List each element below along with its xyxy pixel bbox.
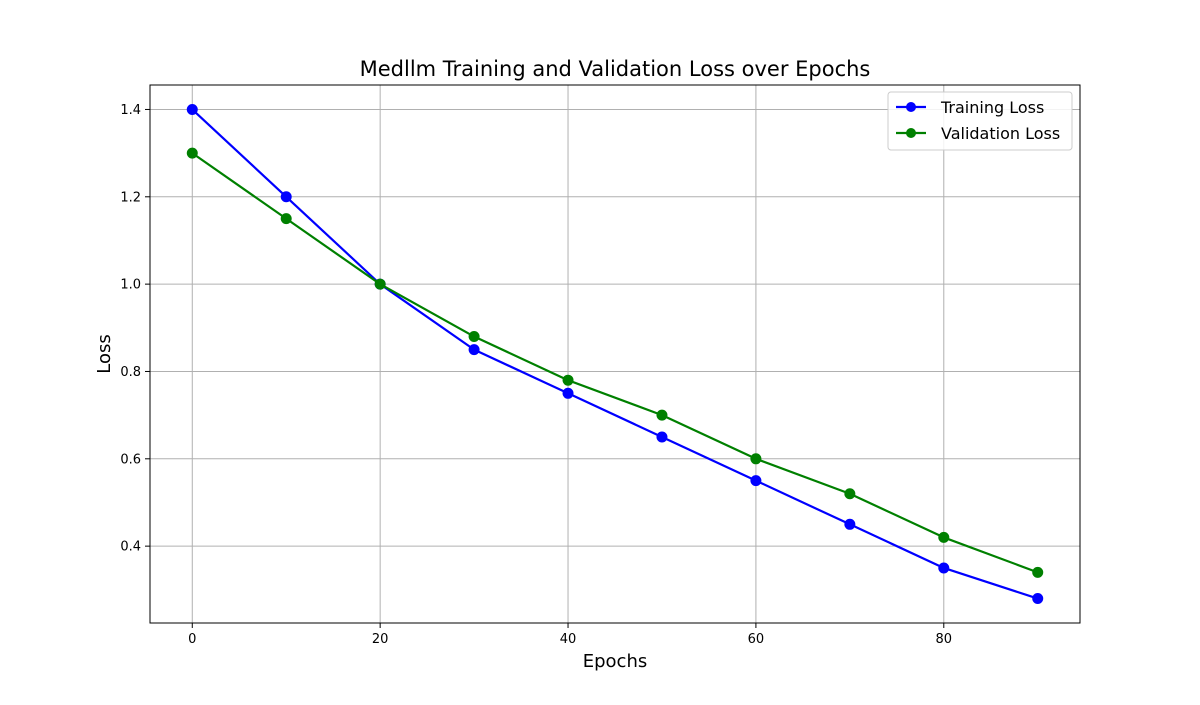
x-axis-label: Epochs [583, 651, 648, 672]
plot-area-frame [149, 84, 1081, 624]
data-point [750, 475, 762, 487]
legend: Training Loss Validation Loss [887, 91, 1073, 151]
series-line [191, 152, 1039, 574]
y-tick-label: 0.6 [120, 452, 141, 467]
axis-ticks: 0 20 40 60 80 0.4 0.6 0.8 1.0 1.2 1.4 [120, 103, 952, 647]
data-point [1032, 566, 1044, 578]
data-point [468, 331, 480, 343]
legend-item: Validation Loss [896, 124, 1060, 143]
series-training-loss [186, 103, 1044, 605]
data-point [656, 409, 668, 421]
data-point [562, 374, 574, 386]
series-group [186, 103, 1044, 605]
data-point [1032, 593, 1044, 605]
grid [150, 85, 1080, 623]
y-tick-label: 1.0 [120, 278, 141, 293]
y-tick-label: 0.4 [120, 540, 141, 555]
x-tick-label: 40 [560, 632, 577, 647]
legend-label: Validation Loss [941, 124, 1060, 143]
y-tick-label: 1.2 [120, 190, 141, 205]
legend-marker [906, 128, 916, 138]
legend-item: Training Loss [896, 98, 1044, 117]
y-axis-label: Loss [94, 334, 115, 373]
data-point [844, 488, 856, 500]
x-tick-label: 0 [188, 632, 196, 647]
x-tick-label: 60 [748, 632, 765, 647]
data-point [844, 518, 856, 530]
chart-title: Medllm Training and Validation Loss over… [360, 57, 871, 81]
legend-label: Training Loss [940, 98, 1044, 117]
data-point [938, 562, 950, 574]
series-validation-loss [186, 147, 1044, 578]
data-point [280, 191, 292, 203]
data-point [656, 431, 668, 443]
legend-marker [906, 102, 916, 112]
data-point [280, 213, 292, 225]
x-tick-label: 20 [372, 632, 389, 647]
data-point [374, 278, 386, 290]
data-point [562, 387, 574, 399]
data-point [186, 147, 198, 159]
data-point [468, 344, 480, 356]
data-point [750, 453, 762, 465]
series-line [191, 108, 1039, 600]
data-point [186, 103, 198, 115]
x-tick-label: 80 [936, 632, 953, 647]
data-point [938, 531, 950, 543]
y-tick-label: 0.8 [120, 365, 141, 380]
y-tick-label: 1.4 [120, 103, 141, 118]
legend-box [887, 91, 1073, 151]
